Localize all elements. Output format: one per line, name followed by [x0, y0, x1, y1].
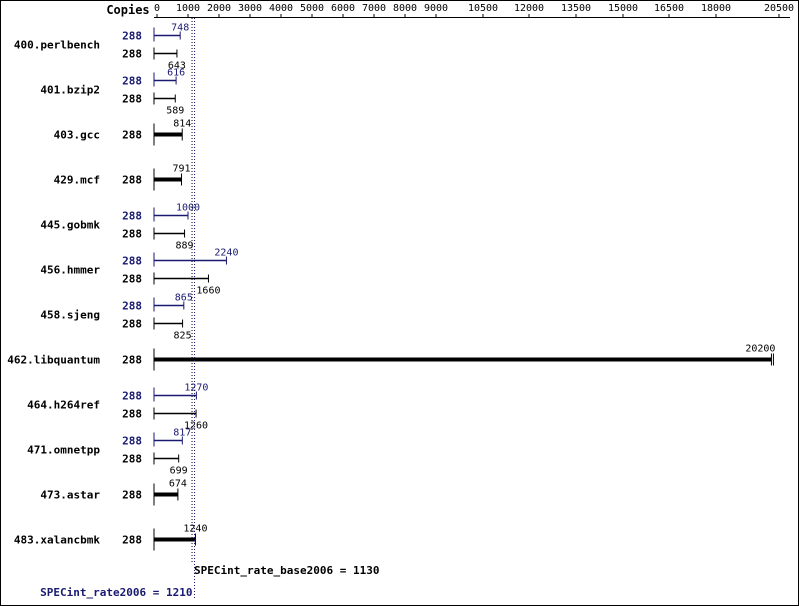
benchmark-row: 429.mcf 288 791 — [54, 164, 191, 191]
benchmark-name: 403.gcc — [54, 129, 100, 142]
x-tick-label: 2000 — [207, 3, 231, 14]
benchmark-name: 462.libquantum — [7, 354, 100, 367]
base-bar — [154, 357, 772, 362]
base-value-label: 589 — [166, 106, 184, 117]
base-copies: 288 — [122, 408, 142, 421]
x-tick-label: 4000 — [269, 3, 293, 14]
base-value-label: 1660 — [196, 286, 220, 297]
x-tick-label: 20500 — [764, 3, 794, 14]
benchmark-bars: 400.perlbench 288 748 288 643 401.bzip2 288 616… — [7, 23, 775, 551]
peak-value-label: 616 — [167, 68, 185, 79]
x-tick-label: 8000 — [393, 3, 417, 14]
x-axis: 0 1000 2000 3000 4000 5000 6000 7000 8000 9000 105… — [154, 3, 794, 18]
base-value-label: 791 — [172, 164, 190, 175]
base-value-label: 674 — [169, 479, 187, 490]
benchmark-row: 471.omnetpp 288 817 288 699 — [27, 428, 191, 477]
x-tick-label: 10500 — [468, 3, 498, 14]
x-tick-label: 12000 — [514, 3, 544, 14]
x-tick-label: 18000 — [701, 3, 731, 14]
base-value-label: 20200 — [745, 344, 775, 355]
x-tick-label: 1000 — [176, 3, 200, 14]
base-value-label: 814 — [173, 119, 191, 130]
benchmark-name: 445.gobmk — [40, 219, 100, 232]
x-tick-label: 9000 — [424, 3, 448, 14]
summary-lines: SPECint_rate_base2006 = 1130SPECint_rate… — [40, 18, 379, 599]
x-tick-label: 5000 — [300, 3, 324, 14]
x-tick-label: 7000 — [362, 3, 386, 14]
benchmark-name: 400.perlbench — [14, 39, 100, 52]
base-copies: 288 — [122, 273, 142, 286]
benchmark-name: 429.mcf — [54, 174, 100, 187]
base-value-label: 889 — [176, 241, 194, 252]
benchmark-row: 458.sjeng 288 865 288 825 — [40, 293, 192, 342]
base-copies: 288 — [122, 129, 142, 142]
benchmark-row: 456.hmmer 288 2240 288 1660 — [40, 248, 238, 297]
benchmark-name: 456.hmmer — [40, 264, 100, 277]
base-copies: 288 — [122, 489, 142, 502]
base-bar — [154, 537, 196, 542]
base-copies: 288 — [122, 174, 142, 187]
base-bar — [154, 492, 178, 497]
benchmark-row: 483.xalancbmk 288 1240 — [14, 524, 207, 551]
copies-header: Copies — [106, 3, 149, 17]
base-bar — [154, 177, 182, 182]
benchmark-name: 458.sjeng — [40, 309, 100, 322]
peak-value-label: 1000 — [176, 203, 200, 214]
benchmark-row: 445.gobmk 288 1000 288 889 — [40, 203, 200, 252]
x-tick-label: 13500 — [561, 3, 591, 14]
x-tick-label: 15000 — [608, 3, 638, 14]
base-value-label: 1260 — [184, 421, 208, 432]
peak-value-label: 865 — [175, 293, 193, 304]
benchmark-name: 471.omnetpp — [27, 444, 100, 457]
peak-summary-label: SPECint_rate2006 = 1210 — [40, 586, 192, 599]
base-bar — [154, 132, 183, 137]
peak-copies: 288 — [122, 210, 142, 223]
peak-value-label: 748 — [171, 23, 189, 34]
benchmark-row: 464.h264ref 288 1270 288 1260 — [27, 383, 208, 432]
base-copies: 288 — [122, 48, 142, 61]
benchmark-row: 462.libquantum 288 20200 — [7, 344, 775, 371]
base-value-label: 643 — [168, 61, 186, 72]
x-tick-label: 0 — [154, 3, 160, 14]
peak-value-label: 2240 — [214, 248, 238, 259]
base-copies: 288 — [122, 318, 142, 331]
base-value-label: 699 — [170, 466, 188, 477]
benchmark-row: 473.astar 288 674 — [40, 479, 187, 506]
peak-copies: 288 — [122, 390, 142, 403]
base-copies: 288 — [122, 453, 142, 466]
x-tick-label: 6000 — [331, 3, 355, 14]
base-copies: 288 — [122, 93, 142, 106]
base-value-label: 1240 — [183, 524, 207, 535]
peak-copies: 288 — [122, 255, 142, 268]
peak-copies: 288 — [122, 30, 142, 43]
base-summary-label: SPECint_rate_base2006 = 1130 — [194, 564, 379, 577]
benchmark-row: 403.gcc 288 814 — [54, 119, 191, 146]
peak-copies: 288 — [122, 435, 142, 448]
base-value-label: 825 — [174, 331, 192, 342]
benchmark-name: 473.astar — [40, 489, 100, 502]
base-copies: 288 — [122, 228, 142, 241]
benchmark-name: 464.h264ref — [27, 399, 100, 412]
x-tick-label: 3000 — [238, 3, 262, 14]
base-copies: 288 — [122, 534, 142, 547]
peak-copies: 288 — [122, 75, 142, 88]
benchmark-name: 483.xalancbmk — [14, 534, 100, 547]
benchmark-name: 401.bzip2 — [40, 84, 100, 97]
base-copies: 288 — [122, 354, 142, 367]
benchmark-row: 401.bzip2 288 616 288 589 — [40, 68, 185, 117]
benchmark-row: 400.perlbench 288 748 288 643 — [14, 23, 189, 72]
x-tick-label: 16500 — [654, 3, 684, 14]
peak-value-label: 1270 — [184, 383, 208, 394]
peak-value-label: 817 — [173, 428, 191, 439]
peak-copies: 288 — [122, 300, 142, 313]
